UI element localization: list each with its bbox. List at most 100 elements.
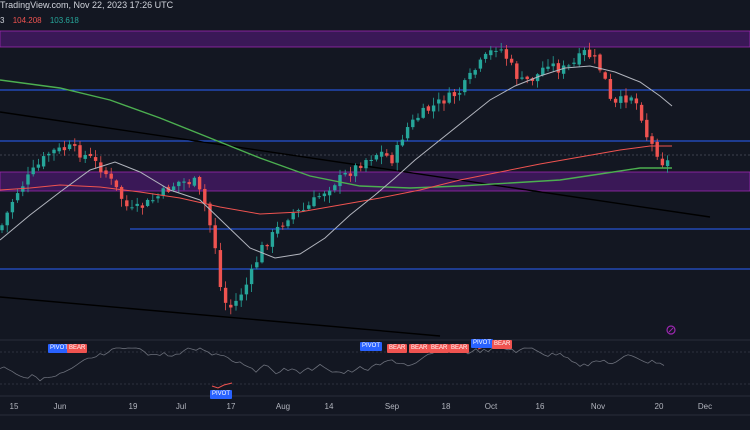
bear-badge[interactable]: BEAR	[492, 340, 513, 349]
candle-body	[561, 65, 566, 74]
bear-badge[interactable]: BEAR	[449, 344, 470, 353]
candle-body	[187, 182, 191, 185]
candle-body	[400, 139, 405, 146]
upper-trendline[interactable]	[0, 111, 711, 218]
candle-body	[244, 284, 249, 295]
candle-body	[359, 165, 363, 168]
candle-body	[208, 203, 212, 226]
candle-body	[535, 74, 540, 82]
candle-body	[104, 170, 108, 175]
pivot-badge[interactable]: PIVOT	[48, 344, 71, 353]
candle-body	[567, 65, 571, 67]
pivot-badge[interactable]: PIVOT	[360, 342, 383, 351]
candle-body	[431, 105, 436, 112]
candle-body	[255, 262, 259, 268]
candle-body	[5, 212, 9, 226]
time-axis-label: Nov	[590, 402, 606, 411]
time-axis-label: Jul	[175, 402, 187, 411]
candle-body	[530, 78, 535, 81]
time-axis-label: 17	[226, 402, 236, 411]
candle-body	[52, 149, 56, 154]
candle-body	[634, 98, 639, 104]
candle-body	[223, 287, 228, 303]
candle-body	[395, 145, 399, 163]
pivot-badge[interactable]: PIVOT	[210, 390, 233, 399]
bear-badge[interactable]: BEAR	[409, 344, 430, 353]
candle-body	[499, 49, 503, 51]
candle-body	[353, 165, 358, 177]
candle-body	[275, 226, 280, 234]
candle-body	[109, 173, 113, 179]
candle-body	[270, 232, 275, 247]
candle-body	[229, 304, 233, 308]
candle-body	[260, 245, 264, 263]
candle-body	[343, 172, 347, 175]
replay-icon[interactable]	[666, 325, 676, 335]
candle-body	[140, 205, 145, 208]
candle-body	[639, 104, 644, 121]
time-axis-label: 20	[654, 402, 664, 411]
candle-body	[489, 50, 493, 56]
candle-body	[88, 153, 93, 157]
pivot-badge[interactable]: PIVOT	[471, 339, 494, 348]
candle-body	[369, 159, 373, 162]
bear-badge[interactable]: BEAR	[387, 344, 408, 353]
candle-body	[15, 193, 20, 201]
candle-body	[93, 157, 98, 161]
candle-body	[437, 99, 441, 104]
candle-body	[478, 59, 483, 69]
fast-moving-average-line	[0, 65, 673, 259]
lower-trendline[interactable]	[0, 296, 441, 337]
candle-body	[619, 96, 623, 103]
candle-body	[192, 177, 197, 186]
oscillator-highlight-low	[211, 382, 233, 389]
candle-body	[629, 97, 633, 101]
candle-body	[151, 200, 155, 202]
candle-body	[218, 250, 223, 288]
slow-moving-average-line	[0, 79, 672, 189]
time-axis-label: 16	[535, 402, 545, 411]
candle-body	[468, 72, 472, 80]
source-text: TradingView.com, Nov 22, 2023 17:26 UTC	[0, 0, 174, 10]
candle-body	[177, 181, 181, 187]
chart-source-header: TradingView.com, Nov 22, 2023 17:26 UTC	[0, 0, 173, 10]
candle-body	[504, 49, 509, 59]
candle-body	[203, 188, 207, 204]
candle-body	[374, 155, 379, 160]
candle-body	[182, 181, 186, 183]
candle-body	[83, 154, 87, 159]
candle-body	[483, 53, 488, 59]
candle-body	[416, 117, 420, 121]
candle-body	[411, 119, 415, 128]
mid-moving-average-line	[0, 145, 672, 215]
mid-support-zone	[0, 171, 750, 192]
candle-body	[660, 158, 665, 166]
candle-body	[286, 220, 290, 227]
value-green: 103.618	[49, 16, 79, 25]
candle-body	[613, 98, 618, 103]
candle-body	[457, 93, 462, 95]
candle-body	[62, 147, 67, 151]
candle-body	[494, 50, 498, 52]
time-axis-label: Oct	[484, 402, 498, 411]
candle-body	[26, 174, 30, 185]
candle-body	[603, 72, 607, 79]
candle-body	[385, 153, 389, 156]
candle-body	[31, 167, 35, 175]
candle-body	[265, 245, 269, 247]
candle-body	[296, 210, 301, 212]
candle-body	[99, 162, 103, 173]
candle-body	[145, 199, 150, 206]
time-axis-label: 14	[324, 402, 334, 411]
candle-body	[379, 151, 384, 157]
candle-body	[312, 197, 316, 207]
bear-badge[interactable]: BEAR	[67, 344, 88, 353]
candle-body	[161, 188, 165, 196]
candle-body	[73, 144, 77, 146]
bear-badge[interactable]: BEAR	[429, 344, 450, 353]
time-axis-label: Jun	[53, 402, 67, 411]
time-axis-label: Sep	[384, 402, 400, 411]
